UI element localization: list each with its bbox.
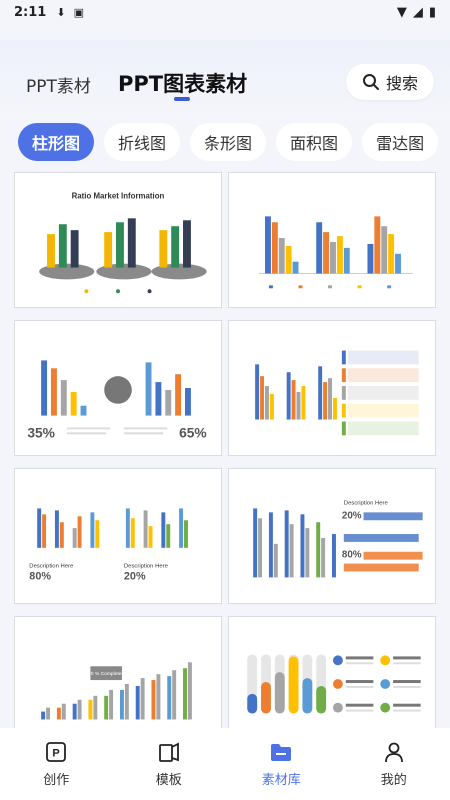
card-thumbnail-6: Description Here 20% 80% [253,500,423,578]
notification-icon: ▣ [73,5,84,19]
chip-area[interactable]: 面积图 [276,123,353,161]
card-6-pct2: 80% [342,550,362,561]
card-thumbnail-8 [247,654,421,714]
tab-ppt-chart-material[interactable]: PPT图表素材 [118,72,248,96]
card-5-right-pct: 20% [124,570,146,582]
search-icon [362,74,379,90]
tab-profile-label: 我的 [380,772,407,788]
card-7-badge: 90 % Completed [88,671,125,677]
tab-ppt-material[interactable]: PPT素材 [26,77,91,97]
signal-icon: ◢ [412,4,423,20]
template-card[interactable] [228,616,436,728]
card-thumbnail-7: 90 % Completed [41,662,192,720]
search-label: 搜索 [385,74,418,93]
card-thumbnail-1: Ratio Market Information [39,192,207,294]
tab-create[interactable]: P 创作 [0,728,113,800]
card-5-desc-right: Description Here [124,564,169,570]
template-card[interactable]: Description Here 20% 80% [228,468,436,604]
template-card[interactable] [228,320,436,456]
tab-create-label: 创作 [43,772,70,788]
active-tab-indicator [174,97,190,101]
card-thumbnail-2 [259,216,413,289]
template-card[interactable]: Ratio Market Information [14,172,222,308]
template-card[interactable] [228,172,436,308]
create-icon: P [46,741,67,762]
bottom-tab-bar: P 创作 模板 素材库 我的 [0,728,450,800]
templates-icon [158,742,179,762]
tab-material-library-label: 素材库 [261,772,301,788]
template-card[interactable]: 90 % Completed [14,616,222,728]
status-time: 2:11 [14,4,47,20]
card-1-title: Ratio Market Information [72,192,165,201]
category-chips: 柱形图 折线图 条形图 面积图 雷达图 [18,123,450,161]
chip-line[interactable]: 折线图 [104,123,181,161]
user-icon [384,742,403,762]
card-thumbnail-3: 35% 65% [27,360,207,440]
template-grid: Ratio Market Information 35% 65% [14,172,436,728]
card-3-left-pct: 35% [27,425,55,440]
template-card[interactable]: Description Here 80% Description Here 20… [14,468,222,604]
card-thumbnail-4 [255,350,419,436]
card-6-desc: Description Here [344,500,389,506]
tab-templates-label: 模板 [155,772,182,788]
tab-profile[interactable]: 我的 [338,728,450,800]
folder-icon [271,743,292,761]
card-thumbnail-5: Description Here 80% Description Here 20… [29,508,188,582]
status-bar: 2:11 ⬇ ▣ ▼ ◢ ▮ [0,0,450,24]
chip-radar[interactable]: 雷达图 [362,123,439,161]
search-button[interactable]: 搜索 [346,64,434,100]
card-6-pct1: 20% [342,510,362,521]
card-3-right-pct: 65% [179,425,207,440]
download-icon: ⬇ [56,5,66,19]
tab-material-library[interactable]: 素材库 [225,728,338,800]
chip-column[interactable]: 柱形图 [18,123,95,161]
chip-bar[interactable]: 条形图 [190,123,267,161]
wifi-icon: ▼ [396,4,407,20]
battery-icon: ▮ [428,4,436,20]
card-5-desc-left: Description Here [29,564,74,570]
card-5-left-pct: 80% [29,570,51,582]
svg-text:P: P [53,747,60,759]
tab-templates[interactable]: 模板 [113,728,226,800]
template-card[interactable]: 35% 65% [14,320,222,456]
